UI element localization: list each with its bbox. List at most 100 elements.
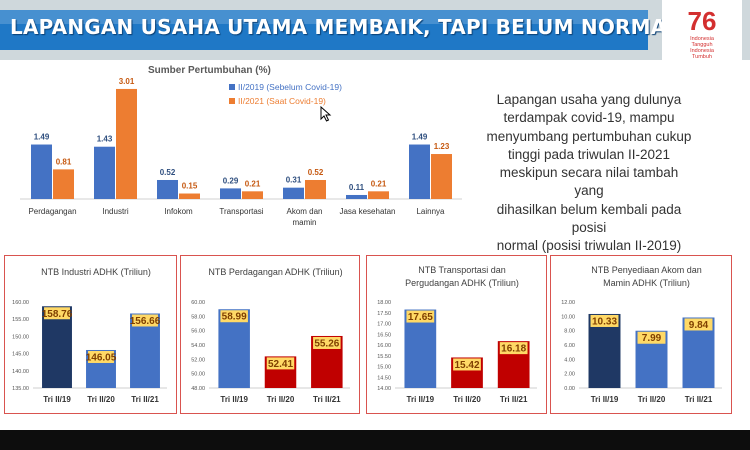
small-chart-title-2: NTB Perdagangan ADHK (Triliun) [208, 267, 342, 277]
bar-2019-1 [94, 146, 115, 199]
bar-label-1-1: 146.05 [86, 352, 117, 363]
y-tick-3-0: 14.00 [377, 386, 391, 392]
bar-label-bg-3-1 [453, 358, 481, 371]
bar-label-2019-4: 0.31 [286, 176, 302, 185]
bar-label-bg-1-1 [88, 350, 114, 363]
legend-label-2019: II/2019 (Sebelum Covid-19) [238, 82, 342, 92]
y-tick-2-6: 60.00 [191, 300, 205, 306]
bar-label-3-0: 17.65 [408, 312, 433, 323]
ntb-industri-chart: NTB Industri ADHK (Triliun) 135.00 140.00 1… [12, 267, 167, 404]
panel-transportasi: NTB Transportasi dan Pergudangan ADHK (Tr… [366, 255, 547, 414]
y-tick-2-0: 48.00 [191, 386, 205, 392]
bar-label-2019-1: 1.43 [97, 135, 113, 144]
bar-2021-6 [431, 154, 452, 199]
panel-akom-mamin: NTB Penyediaan Akom dan Mamin ADHK (Trili… [550, 255, 732, 414]
bar-label-bg-4-1 [637, 331, 666, 344]
bar-label-2-1: 52.41 [268, 359, 293, 370]
bar-label-bg-3-0 [406, 310, 435, 323]
bar-label-bg-2-0 [220, 310, 248, 323]
bar-2021-0 [53, 169, 74, 199]
page-title: LAPANGAN USAHA UTAMA MEMBAIK, TAPI BELUM… [10, 15, 680, 39]
y-tick-1-1: 140.00 [12, 369, 29, 375]
bar-label-2021-3: 0.21 [245, 179, 261, 188]
bar-label-2021-2: 0.15 [182, 182, 198, 191]
x-label-3-2: Tri II/21 [500, 395, 528, 404]
small-chart-title-3: NTB Transportasi dan [418, 265, 506, 275]
bar-label-1-0: 158.76 [42, 309, 73, 320]
anniversary-logo: 76 Indonesia Tangguh Indonesia Tumbuh [662, 0, 742, 80]
bar-label-2019-0: 1.49 [34, 133, 50, 142]
logo-line-4: Tumbuh [692, 54, 712, 60]
bar-label-2-0: 58.99 [222, 312, 247, 323]
bar-label-2021-5: 0.21 [371, 179, 387, 188]
main-chart-title: Sumber Pertumbuhan (%) [148, 65, 271, 76]
bar-label-2021-4: 0.52 [308, 168, 324, 177]
bar-label-3-2: 16.18 [501, 344, 526, 355]
category-label-6: Lainnya [416, 207, 445, 216]
logo-line-1: Indonesia [690, 36, 715, 42]
commentary-text: Lapangan usaha yang dulunya terdampak co… [486, 92, 692, 254]
y-tick-3-3: 15.50 [377, 354, 391, 360]
y-tick-2-1: 50.00 [191, 372, 205, 378]
bar-label-2019-3: 0.29 [223, 176, 239, 185]
category-label-4: Akom dan [286, 207, 322, 216]
header: LAPANGAN USAHA UTAMA MEMBAIK, TAPI BELUM… [0, 0, 750, 80]
category-label-3: Transportasi [219, 207, 263, 216]
bar-2019-2 [157, 179, 178, 199]
x-label-1-0: Tri II/19 [43, 395, 71, 404]
y-tick-3-4: 16.00 [377, 343, 391, 349]
bar-label-2019-6: 1.49 [412, 133, 428, 142]
x-label-1-2: Tri II/21 [131, 395, 159, 404]
y-tick-3-5: 16.50 [377, 332, 391, 338]
bar-label-2021-1: 3.01 [119, 77, 135, 86]
y-tick-1-4: 155.00 [12, 317, 29, 323]
ntb-perdagangan-chart: NTB Perdagangan ADHK (Triliun) 48.00 50.00… [191, 267, 350, 404]
mouse-cursor-icon [320, 106, 332, 122]
y-tick-1-2: 145.00 [12, 352, 29, 358]
y-tick-3-7: 17.50 [377, 311, 391, 317]
category-label-5: Jasa kesehatan [339, 207, 395, 216]
bar-label-bg-2-1 [266, 357, 295, 370]
bar-label-bg-2-2 [313, 336, 341, 349]
x-label-4-2: Tri II/21 [685, 395, 713, 404]
y-tick-2-5: 58.00 [191, 314, 205, 320]
logo-line-2: Tangguh [691, 42, 712, 48]
bar-label-4-0: 10.33 [592, 316, 617, 327]
small-chart-title-4-line2: Mamin ADHK (Triliun) [603, 278, 690, 288]
bar-2019-0 [31, 144, 52, 199]
y-tick-4-4: 8.00 [564, 329, 575, 335]
y-tick-4-1: 2.00 [564, 372, 575, 378]
bar-3-0 [404, 309, 437, 388]
small-chart-title-3-line2: Pergudangan ADHK (Triliun) [405, 278, 519, 288]
x-label-4-1: Tri II/20 [638, 395, 666, 404]
small-chart-title-1: NTB Industri ADHK (Triliun) [41, 267, 151, 277]
slide: LAPANGAN USAHA UTAMA MEMBAIK, TAPI BELUM… [0, 0, 750, 430]
x-label-2-1: Tri II/20 [267, 395, 295, 404]
bar-1-0 [42, 306, 72, 388]
bar-label-2021-0: 0.81 [56, 157, 72, 166]
ntb-akom-mamin-chart: NTB Penyediaan Akom dan Mamin ADHK (Trili… [561, 265, 722, 404]
y-tick-4-3: 6.00 [564, 343, 575, 349]
bar-2019-4 [283, 187, 304, 199]
logo-number: 76 [688, 6, 717, 36]
y-tick-1-0: 135.00 [12, 386, 29, 392]
panel-industri: NTB Industri ADHK (Triliun) 135.00 140.00 1… [4, 255, 177, 414]
bar-2021-1 [116, 88, 137, 199]
bar-label-2019-5: 0.11 [349, 183, 365, 192]
y-tick-3-2: 15.00 [377, 365, 391, 371]
bar-label-1-2: 156.66 [130, 316, 161, 327]
legend-swatch-2019 [229, 84, 235, 90]
bar-label-bg-1-0 [44, 307, 70, 320]
title-banner [0, 10, 648, 50]
bar-label-bg-4-2 [684, 318, 713, 331]
bar-label-2021-6: 1.23 [434, 142, 450, 151]
y-tick-4-0: 0.00 [564, 386, 575, 392]
category-label-0: Perdagangan [28, 207, 76, 216]
panel-perdagangan: NTB Perdagangan ADHK (Triliun) 48.00 50.00… [180, 255, 360, 414]
taskbar [0, 430, 750, 450]
y-tick-4-2: 4.00 [564, 357, 575, 363]
bar-label-4-2: 9.84 [689, 320, 709, 331]
growth-sources-chart: Sumber Pertumbuhan (%) II/2019 (Sebelum C… [20, 65, 462, 227]
y-tick-2-4: 56.00 [191, 329, 205, 335]
